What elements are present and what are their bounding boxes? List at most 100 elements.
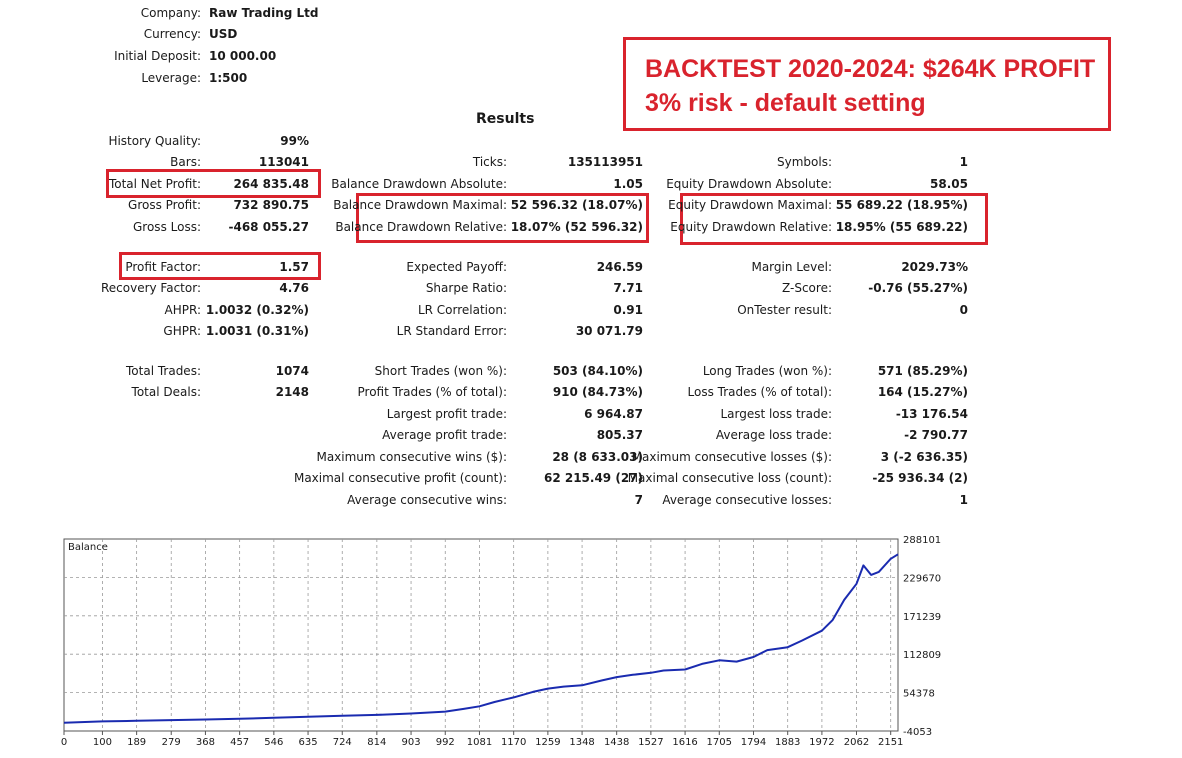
x-tick-label: 814 <box>367 737 386 748</box>
y-tick-label: 288101 <box>903 535 941 546</box>
x-tick-label: 1972 <box>809 737 834 748</box>
average-consecutive-wins-value: 7 <box>634 493 643 507</box>
x-tick-label: 1438 <box>604 737 629 748</box>
long-trades-won-label: Long Trades (won %): <box>702 364 832 378</box>
maximum-consecutive-wins-value: 28 (8 633.03) <box>552 450 643 464</box>
total-trades-label: Total Trades: <box>126 364 201 378</box>
largest-loss-trade-label: Largest loss trade: <box>720 407 832 421</box>
x-tick-label: 100 <box>93 737 112 748</box>
y-tick-label: 171239 <box>903 612 941 623</box>
margin-level-label: Margin Level: <box>751 260 832 274</box>
expected-payoff-label: Expected Payoff: <box>406 260 507 274</box>
history-quality-label: History Quality: <box>108 134 201 148</box>
x-tick-label: 992 <box>436 737 455 748</box>
total-net-profit-value: 264 835.48 <box>233 177 309 191</box>
lr-standard-error-value: 30 071.79 <box>575 324 643 338</box>
x-tick-label: 903 <box>402 737 421 748</box>
balance-line <box>63 553 899 724</box>
ticks-value: 135113951 <box>567 155 643 169</box>
largest-loss-trade-value: -13 176.54 <box>895 407 968 421</box>
ahpr-value: 1.0032 (0.32%) <box>205 303 309 317</box>
maximal-consecutive-loss-count-label: Maximal consecutive loss (count): <box>627 471 832 485</box>
backtest-banner: BACKTEST 2020-2024: $264K PROFIT 3% risk… <box>623 37 1111 131</box>
ticks-label: Ticks: <box>472 155 507 169</box>
largest-profit-trade-label: Largest profit trade: <box>386 407 507 421</box>
x-tick-label: 1705 <box>707 737 732 748</box>
expected-payoff-value: 246.59 <box>596 260 643 274</box>
margin-level-value: 2029.73% <box>901 260 968 274</box>
z-score-label: Z-Score: <box>782 281 832 295</box>
x-tick-label: 1081 <box>467 737 492 748</box>
balance-drawdown-absolute-value: 1.05 <box>613 177 643 191</box>
average-consecutive-losses-value: 1 <box>959 493 968 507</box>
equity-drawdown-maximal-value: 55 689.22 (18.95%) <box>835 198 968 212</box>
equity-drawdown-maximal-label: Equity Drawdown Maximal: <box>668 198 832 212</box>
gross-loss-label: Gross Loss: <box>133 220 201 234</box>
ontester-result-label: OnTester result: <box>737 303 832 317</box>
balance-drawdown-absolute-label: Balance Drawdown Absolute: <box>331 177 507 191</box>
lr-correlation-label: LR Correlation: <box>417 303 507 317</box>
company-label: Company: <box>140 6 201 20</box>
total-trades-value: 1074 <box>275 364 309 378</box>
leverage-value: 1:500 <box>209 71 248 85</box>
balance-drawdown-relative-value: 18.07% (52 596.32) <box>510 220 643 234</box>
profit-trades-of-total-value: 910 (84.73%) <box>552 385 643 399</box>
balance-chart: 288101 229670 171239 112809 54378 -4053 0 100 18… <box>61 535 941 748</box>
x-tick-label: 2062 <box>844 737 869 748</box>
average-loss-trade-value: -2 790.77 <box>904 428 968 442</box>
plot-frame <box>63 538 899 732</box>
x-tick-label: 2151 <box>878 737 903 748</box>
maximal-consecutive-profit-count-value: 62 215.49 (27) <box>543 471 643 485</box>
y-tick-label: 54378 <box>903 689 935 700</box>
x-tick-label: 0 <box>61 737 67 748</box>
x-tick-label: 1883 <box>775 737 800 748</box>
chart-title: Balance <box>68 542 108 553</box>
deposit-label: Initial Deposit: <box>114 49 201 63</box>
maximal-consecutive-loss-count-value: -25 936.34 (2) <box>872 471 968 485</box>
short-trades-won-label: Short Trades (won %): <box>374 364 507 378</box>
average-consecutive-wins-label: Average consecutive wins: <box>347 493 507 507</box>
z-score-value: -0.76 (55.27%) <box>868 281 968 295</box>
profit-factor-highlight <box>119 252 321 280</box>
y-tick-label: -4053 <box>903 727 932 738</box>
average-consecutive-losses-label: Average consecutive losses: <box>662 493 832 507</box>
x-tick-label: 546 <box>264 737 283 748</box>
x-tick-label: 724 <box>333 737 352 748</box>
average-loss-trade-label: Average loss trade: <box>715 428 832 442</box>
deposit-value: 10 000.00 <box>209 49 277 63</box>
x-tick-label: 457 <box>230 737 249 748</box>
sharpe-ratio-value: 7.71 <box>613 281 643 295</box>
symbols-label: Symbols: <box>777 155 832 169</box>
gross-loss-value: -468 055.27 <box>228 220 309 234</box>
x-tick-label: 1259 <box>535 737 560 748</box>
total-net-profit-label: Total Net Profit: <box>108 177 201 191</box>
equity-drawdown-relative-value: 18.95% (55 689.22) <box>835 220 968 234</box>
currency-value: USD <box>209 27 238 41</box>
x-tick-label: 368 <box>196 737 215 748</box>
x-tick-label: 279 <box>162 737 181 748</box>
currency-label: Currency: <box>143 27 201 41</box>
x-tick-label: 1170 <box>501 737 526 748</box>
total-deals-value: 2148 <box>275 385 309 399</box>
lr-correlation-value: 0.91 <box>613 303 643 317</box>
recovery-factor-label: Recovery Factor: <box>100 281 201 295</box>
equity-drawdown-absolute-value: 58.05 <box>930 177 968 191</box>
lr-standard-error-label: LR Standard Error: <box>396 324 507 338</box>
ghpr-value: 1.0031 (0.31%) <box>205 324 309 338</box>
maximum-consecutive-losses-label: Maximum consecutive losses ($): <box>631 450 832 464</box>
recovery-factor-value: 4.76 <box>279 281 309 295</box>
x-tick-label: 1794 <box>741 737 766 748</box>
long-trades-won-value: 571 (85.29%) <box>877 364 968 378</box>
x-tick-label: 1348 <box>569 737 594 748</box>
profit-factor-label: Profit Factor: <box>125 260 201 274</box>
bars-label: Bars: <box>170 155 201 169</box>
symbols-value: 1 <box>959 155 968 169</box>
history-quality-value: 99% <box>280 134 309 148</box>
profit-factor-value: 1.57 <box>279 260 309 274</box>
results-title: Results <box>476 111 535 127</box>
maximum-consecutive-wins-label: Maximum consecutive wins ($): <box>316 450 507 464</box>
gross-profit-label: Gross Profit: <box>128 198 201 212</box>
equity-drawdown-absolute-label: Equity Drawdown Absolute: <box>666 177 832 191</box>
equity-drawdown-highlight <box>680 193 988 245</box>
bars-value: 113041 <box>258 155 309 169</box>
